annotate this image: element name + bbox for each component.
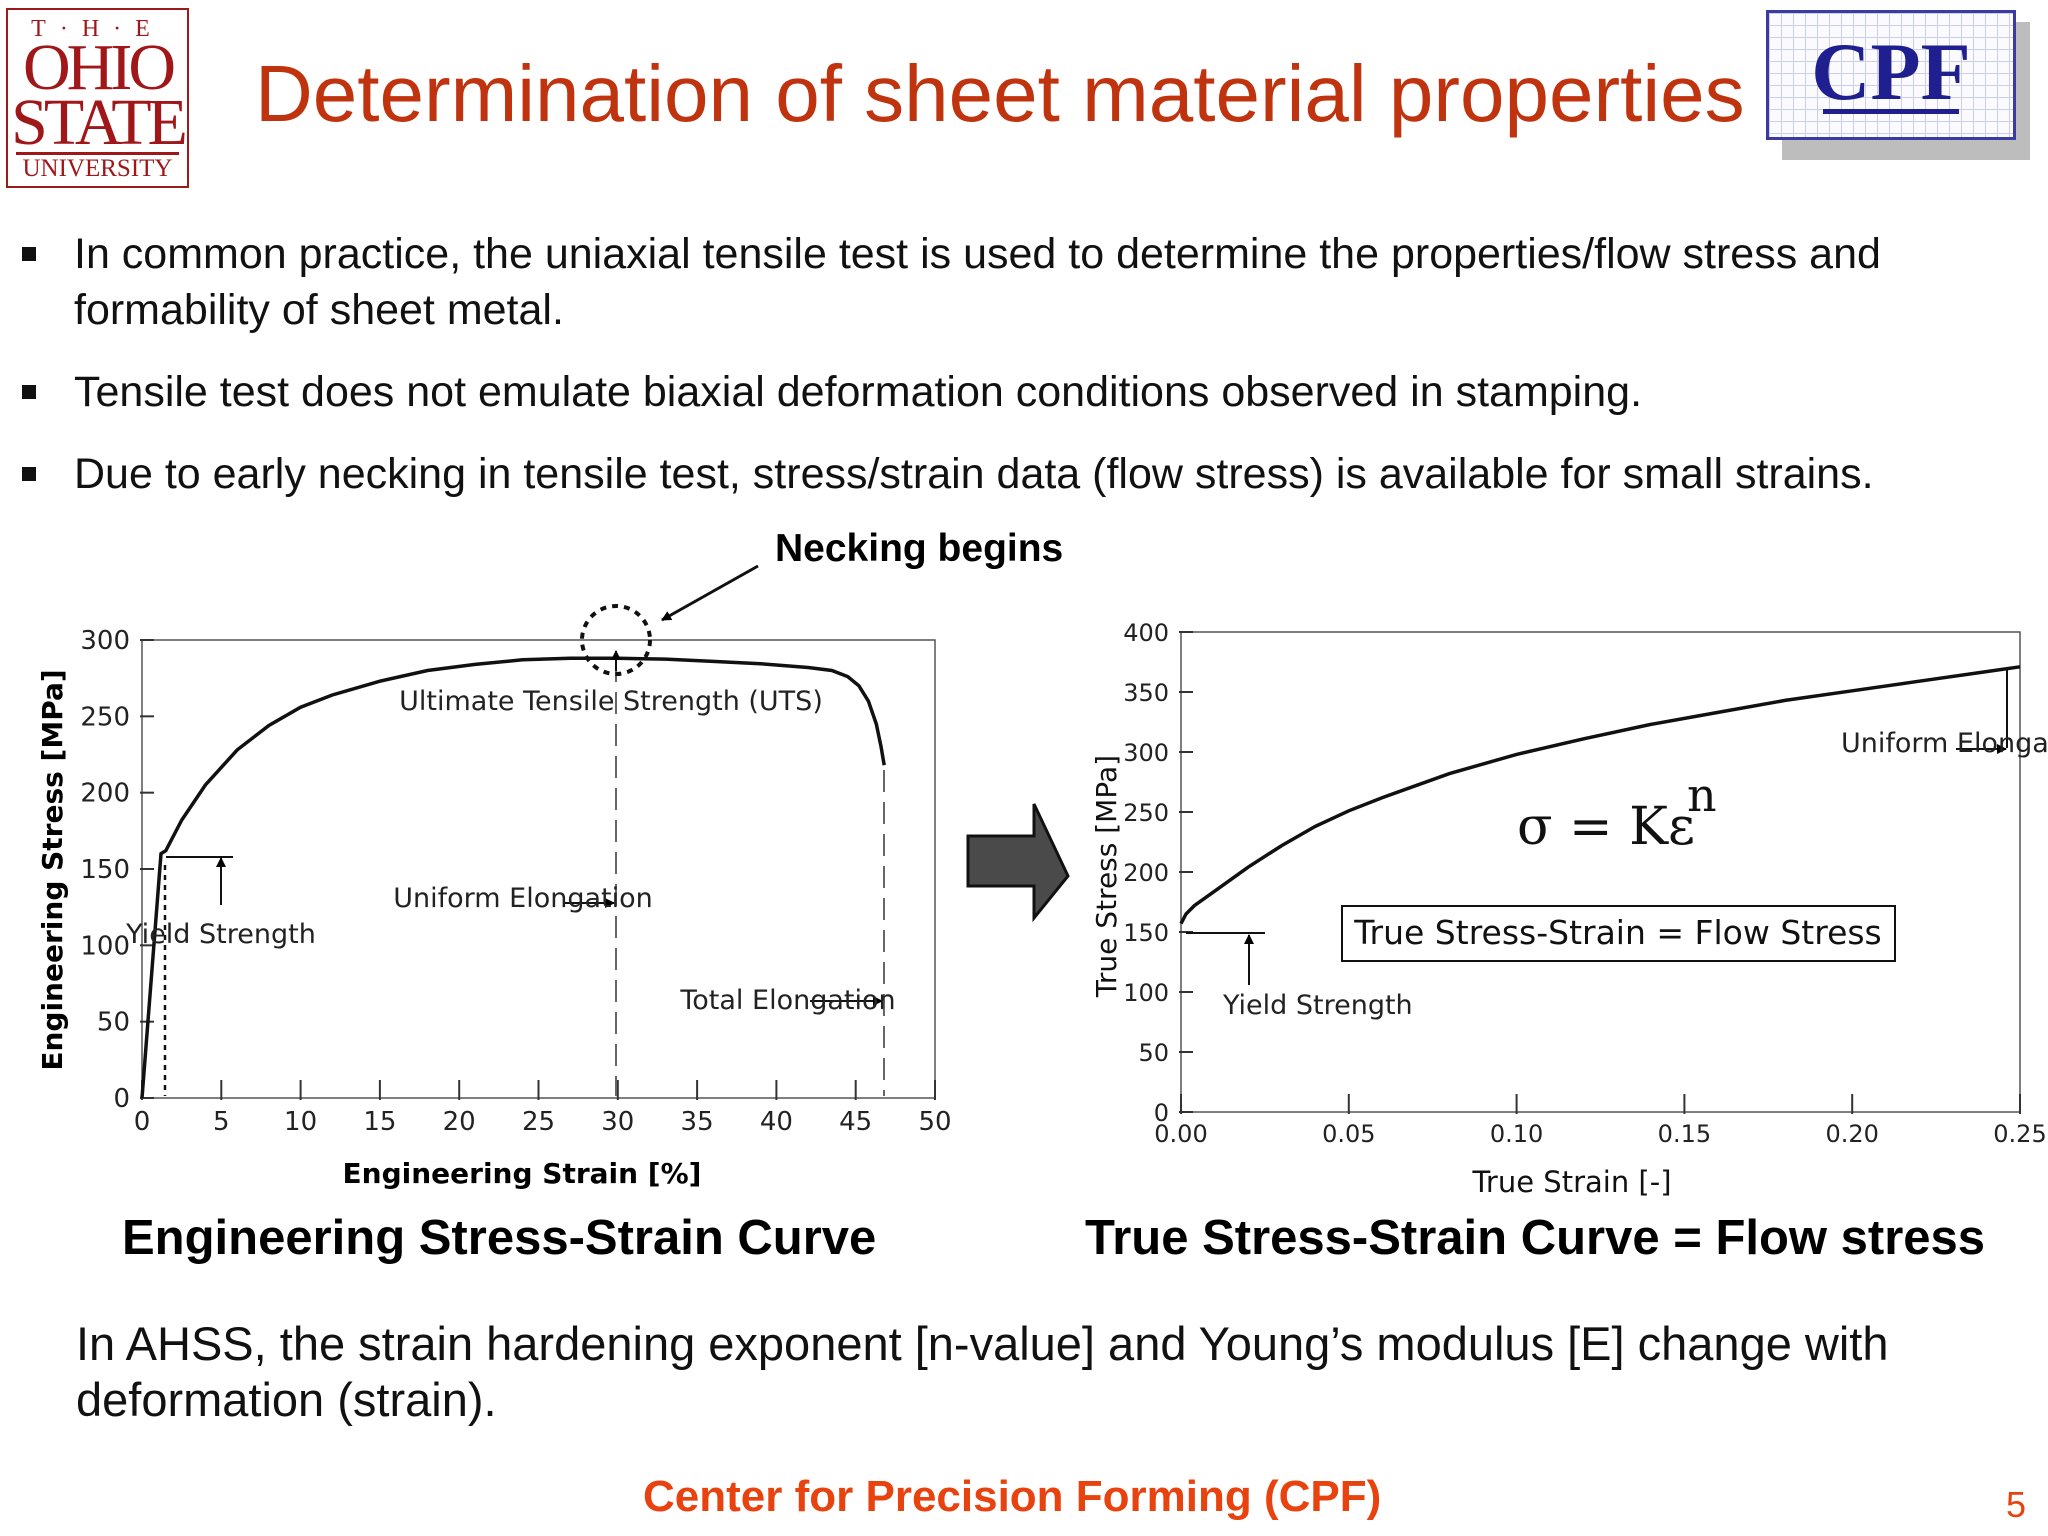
eng-total-label: Total Elongation: [679, 985, 895, 1016]
eng-y-axis: 0 50 100 150 200 250 300: [80, 626, 154, 1114]
formula-text: σ = Kε: [1517, 797, 1695, 857]
y-tick-label: 0: [1154, 1099, 1169, 1127]
footer-text: Center for Precision Forming (CPF): [643, 1472, 1382, 1521]
osu-logo-university: UNIVERSITY: [16, 152, 179, 183]
y-tick-label: 400: [1123, 619, 1169, 647]
y-tick-label: 0: [113, 1084, 130, 1114]
necking-pointer-arrow: [661, 564, 759, 622]
y-tick-label: 300: [1123, 739, 1169, 767]
true-yield-label-text: Yield Strength: [1222, 990, 1413, 1021]
y-tick-label: 350: [1123, 679, 1169, 707]
bullet-text: Tensile test does not emulate biaxial de…: [74, 368, 1643, 416]
true-plot-frame: [1180, 631, 2021, 1113]
necking-begins-label: Necking begins: [775, 527, 1064, 570]
eng-plot-frame: [141, 639, 936, 1099]
x-tick-label: 0.00: [1154, 1120, 1207, 1148]
cpf-logo-underline: [1823, 109, 1959, 114]
x-tick-label: 0.05: [1322, 1120, 1375, 1148]
true-x-axis: 0.00 0.05 0.10 0.15 0.20 0.25: [1154, 1094, 2047, 1148]
y-tick-label: 250: [1123, 799, 1169, 827]
y-tick-label: 250: [80, 702, 130, 732]
true-chart-caption: True Stress-Strain Curve = Flow stress: [1085, 1211, 1986, 1265]
x-tick-label: 0.20: [1825, 1120, 1878, 1148]
eng-uts-label-1: Ultimate Tensile Strength (UTS): [399, 686, 823, 717]
eng-uts-label-text: Ultimate Tensile Strength (UTS): [399, 686, 823, 717]
true-x-axis-title: True Strain [-]: [1471, 1165, 1671, 1199]
true-yield-label: Yield Strength: [1222, 990, 1413, 1021]
right-arrow-icon: [966, 803, 1070, 923]
flow-stress-box: [1341, 905, 1896, 962]
formula-exponent: n: [1687, 768, 1717, 822]
cpf-logo-text: CPF: [1811, 26, 1971, 117]
x-tick-label: 25: [522, 1107, 555, 1137]
eng-yield-label-text: Yield Strength: [125, 919, 316, 950]
x-tick-label: 5: [213, 1107, 230, 1137]
bullet-square-icon: [22, 247, 36, 261]
x-tick-label: 40: [760, 1107, 793, 1137]
osu-logo: T·H·E OHIO STATE UNIVERSITY: [6, 8, 189, 188]
x-tick-label: 35: [681, 1107, 714, 1137]
y-tick-label: 50: [1138, 1039, 1169, 1067]
y-tick-label: 50: [97, 1008, 130, 1038]
y-tick-label: 150: [80, 855, 130, 885]
osu-logo-state: STATE: [11, 86, 188, 159]
cpf-logo: CPF: [1766, 10, 2016, 140]
true-stress-strain-curve: [1179, 665, 2021, 925]
eng-yield-label: Yield Strength: [125, 919, 316, 950]
x-tick-label: 10: [284, 1107, 317, 1137]
x-tick-label: 30: [601, 1107, 634, 1137]
true-y-axis: 0 50 100 150 200 250 300 350 400: [1123, 619, 1193, 1127]
eng-uniform-label-text: Uniform Elongation: [393, 883, 653, 914]
flow-stress-box-text: True Stress-Strain = Flow Stress: [1353, 913, 1882, 952]
eng-x-axis: 0 5 10 15 20 25 30 35 40 45 50: [134, 1080, 952, 1137]
y-tick-label: 200: [80, 779, 130, 809]
x-tick-label: 0.10: [1490, 1120, 1543, 1148]
osu-logo-the: T·H·E: [31, 16, 164, 42]
eng-y-axis-title: Engineering Stress [MPa]: [36, 669, 69, 1070]
eng-uniform-label: Uniform Elongation: [393, 883, 653, 914]
necking-dotted-circle: [580, 604, 652, 676]
x-tick-label: 50: [918, 1107, 951, 1137]
eng-stress-strain-curve: [140, 656, 886, 1099]
x-tick-label: 20: [443, 1107, 476, 1137]
true-uniform-label-text: Uniform Elongation: [1841, 728, 2048, 759]
y-tick-label: 150: [1123, 919, 1169, 947]
y-tick-label: 300: [80, 626, 130, 656]
engineering-stress-strain-chart: 0 5 10 15 20 25 30 35 40 45 50 050100150200250300 …: [36, 564, 952, 1190]
x-tick-label: 0.15: [1658, 1120, 1711, 1148]
x-tick-label: 15: [363, 1107, 396, 1137]
y-tick-label: 100: [1123, 979, 1169, 1007]
eng-chart-caption: Engineering Stress-Strain Curve: [122, 1211, 877, 1265]
true-stress-strain-chart: 0.00 0.05 0.10 0.15 0.20 0.25 0 50 100 150 200 250…: [1090, 619, 2048, 1199]
bullet-square-icon: [22, 467, 36, 481]
y-tick-label: 100: [80, 931, 130, 961]
page-number: 5: [2006, 1484, 2027, 1525]
eng-x-axis-title: Engineering Strain [%]: [343, 1157, 702, 1190]
x-tick-label: 45: [839, 1107, 872, 1137]
x-tick-label: 0: [134, 1107, 151, 1137]
bullet-text: Due to early necking in tensile test, st…: [74, 450, 1874, 498]
true-uniform-label: Uniform Elongation: [1841, 728, 2048, 759]
page-title: Determination of sheet material properti…: [255, 49, 1745, 138]
x-tick-label: 0.25: [1993, 1120, 2046, 1148]
osu-logo-ohio: OHIO: [23, 31, 176, 104]
eng-total-label-text: Total Elongation: [679, 985, 895, 1016]
ahss-note: In AHSS, the strain hardening exponent […: [76, 1317, 1889, 1426]
bullet-square-icon: [22, 385, 36, 399]
y-tick-label: 200: [1123, 859, 1169, 887]
true-y-axis-title: True Stress [MPa]: [1090, 755, 1123, 998]
bullet-text: In common practice, the uniaxial tensile…: [74, 230, 1881, 334]
